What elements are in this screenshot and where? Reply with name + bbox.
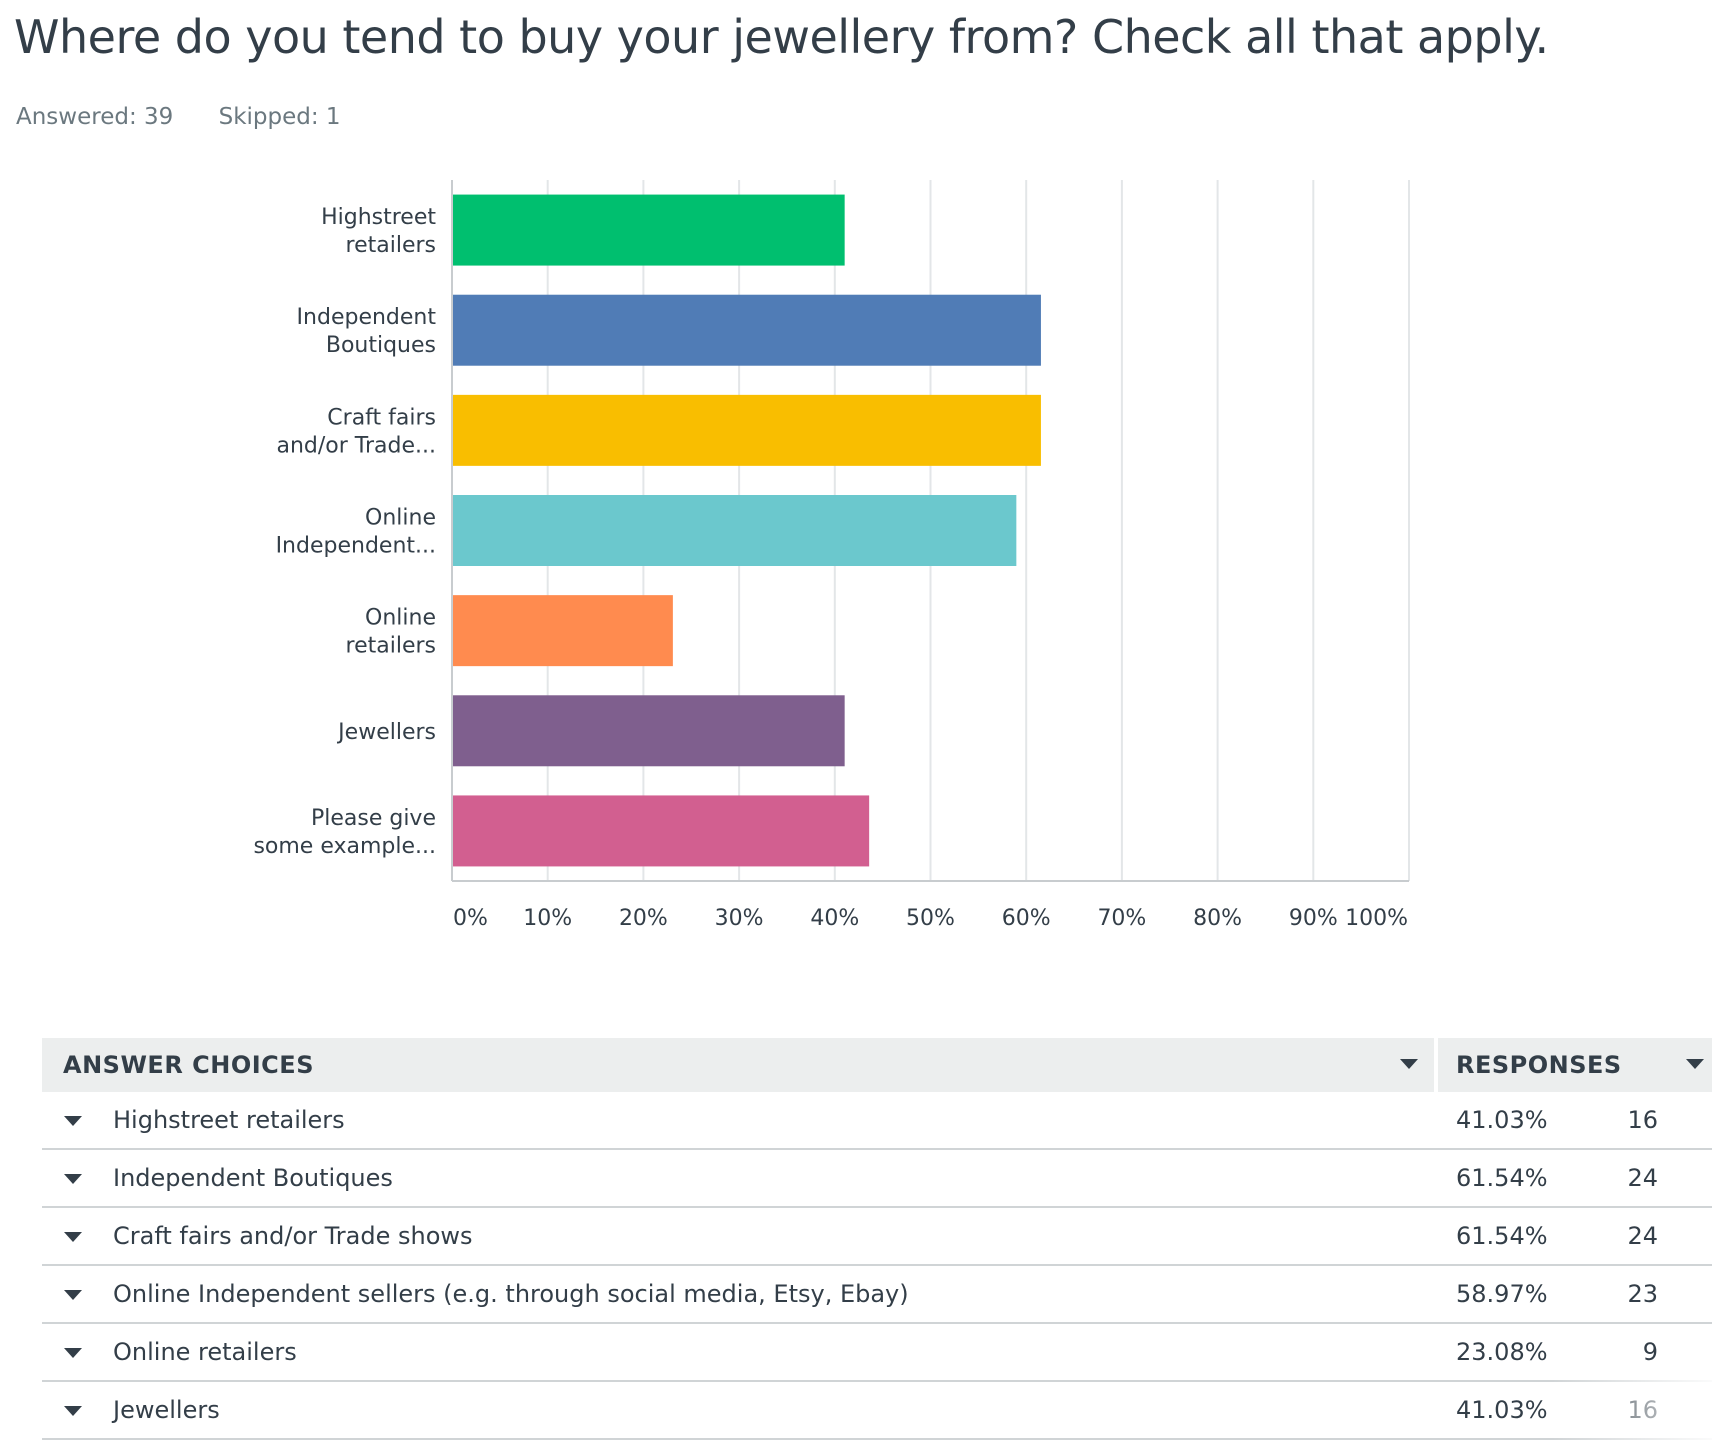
expand-row-icon[interactable] (64, 1348, 82, 1358)
answer-choice-label: Online retailers (113, 1338, 297, 1366)
response-count: 24 (1627, 1222, 1658, 1250)
response-count: 23 (1627, 1280, 1658, 1308)
response-percent: 61.54% (1456, 1164, 1548, 1192)
response-stats: Answered: 39 Skipped: 1 (16, 104, 379, 130)
response-percent: 41.03% (1456, 1396, 1548, 1424)
category-label: Highstreet retailers (321, 205, 436, 258)
category-label: Independent Boutiques (297, 305, 437, 358)
expand-row-icon[interactable] (64, 1406, 82, 1416)
x-tick-label: 30% (715, 906, 764, 931)
category-label: Please give some example... (253, 806, 436, 859)
table-row: Highstreet retailers 41.03% 16 (42, 1092, 1712, 1150)
bar[interactable] (453, 294, 1041, 366)
x-tick-label: 80% (1193, 906, 1242, 931)
bar[interactable] (453, 194, 845, 266)
answer-choice-label: Highstreet retailers (113, 1106, 345, 1134)
x-tick-label: 70% (1097, 906, 1146, 931)
answer-choice-label: Online Independent sellers (e.g. through… (113, 1280, 909, 1308)
x-tick-label: 40% (810, 906, 859, 931)
response-count: 16 (1627, 1106, 1658, 1134)
column-separator (1434, 1038, 1438, 1092)
x-tick-label: 90% (1289, 906, 1338, 931)
x-tick-label: 50% (906, 906, 955, 931)
answer-choice-label: Craft fairs and/or Trade shows (113, 1222, 473, 1250)
category-label: Online retailers (346, 606, 436, 659)
category-label: Online Independent... (276, 506, 436, 559)
sort-answer-icon[interactable] (1400, 1059, 1418, 1069)
responses-table: ANSWER CHOICES RESPONSES Highstreet reta… (42, 1038, 1712, 1440)
skipped-count: Skipped: 1 (218, 104, 341, 130)
table-header: ANSWER CHOICES RESPONSES (42, 1038, 1712, 1092)
bar[interactable] (453, 795, 870, 867)
x-tick-label: 100% (1345, 906, 1408, 931)
response-count: 9 (1642, 1338, 1658, 1366)
x-tick-label: 20% (619, 906, 668, 931)
response-percent: 58.97% (1456, 1280, 1548, 1308)
response-percent: 23.08% (1456, 1338, 1548, 1366)
response-percent: 41.03% (1456, 1106, 1548, 1134)
category-label: Craft fairs and/or Trade... (276, 405, 436, 458)
response-percent: 61.54% (1456, 1222, 1548, 1250)
bar[interactable] (453, 394, 1041, 466)
expand-row-icon[interactable] (64, 1116, 82, 1126)
table-body: Highstreet retailers 41.03% 16 Independent … (42, 1092, 1712, 1440)
expand-row-icon[interactable] (64, 1174, 82, 1184)
bar-chart: Highstreet retailers Independent Boutiques C… (253, 180, 1410, 931)
sort-responses-icon[interactable] (1686, 1059, 1704, 1069)
question-title: Where do you tend to buy your jewellery … (14, 10, 1549, 64)
table-row: Independent Boutiques 61.54% 24 (42, 1150, 1712, 1208)
table-row: Online retailers 23.08% 9 (42, 1324, 1712, 1382)
response-count: 24 (1627, 1164, 1658, 1192)
bar[interactable] (453, 595, 673, 667)
answer-choice-label: Independent Boutiques (113, 1164, 393, 1192)
expand-row-icon[interactable] (64, 1290, 82, 1300)
bar[interactable] (453, 495, 1017, 566)
answered-count: Answered: 39 (16, 104, 174, 130)
expand-row-icon[interactable] (64, 1232, 82, 1242)
responses-header[interactable]: RESPONSES (1456, 1051, 1622, 1079)
answer-choices-header[interactable]: ANSWER CHOICES (63, 1051, 314, 1079)
x-tick-label: 10% (523, 906, 572, 931)
category-label: Jewellers (336, 720, 436, 745)
table-row: Craft fairs and/or Trade shows 61.54% 24 (42, 1208, 1712, 1266)
table-row: Online Independent sellers (e.g. through… (42, 1266, 1712, 1324)
table-row: Jewellers 41.03% 16 (42, 1382, 1712, 1440)
x-tick-label: 60% (1002, 906, 1051, 931)
x-tick-label: 0% (453, 906, 488, 931)
answer-choice-label: Jewellers (113, 1396, 220, 1424)
bar[interactable] (453, 695, 845, 767)
